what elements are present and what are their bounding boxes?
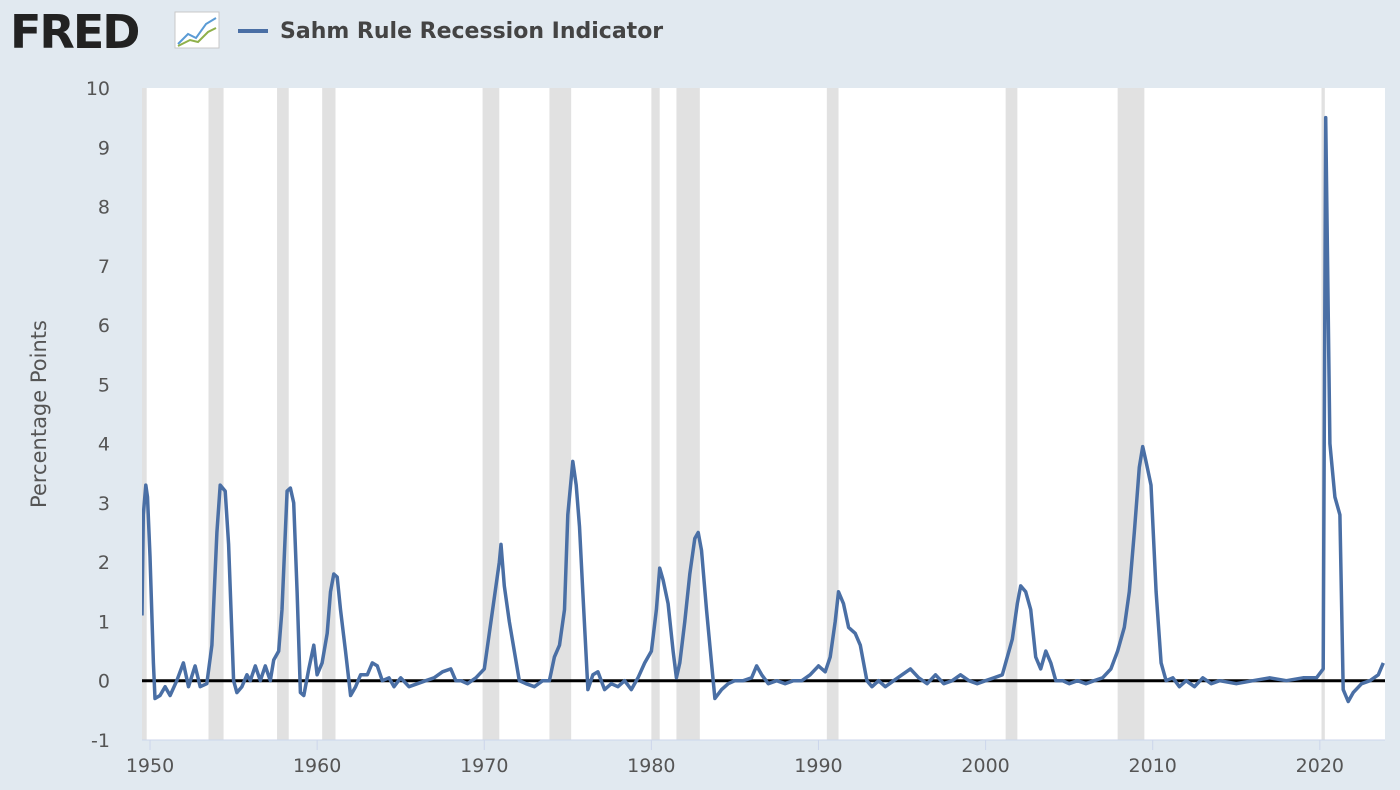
recession-band	[277, 88, 289, 740]
x-tick-label: 1960	[293, 755, 341, 777]
y-tick-label: 5	[98, 374, 110, 396]
y-tick-label: 10	[86, 78, 110, 100]
series-line	[142, 115, 1385, 704]
y-tick-label: -1	[91, 730, 110, 752]
logo-text: FRED	[10, 5, 138, 59]
y-tick-label: 0	[98, 671, 110, 693]
x-tick-label: 2020	[1296, 755, 1344, 777]
legend-label: Sahm Rule Recession Indicator	[280, 19, 663, 44]
x-tick-label: 1980	[627, 755, 675, 777]
y-axis-label: Percentage Points	[27, 320, 51, 508]
x-tick-label: 1950	[126, 755, 174, 777]
y-tick-label: 4	[98, 434, 110, 456]
recession-band	[482, 88, 500, 740]
recession-band	[826, 88, 839, 740]
y-tick-label: 6	[98, 315, 110, 337]
x-tick-label: 2000	[961, 755, 1009, 777]
y-tick-label: 3	[98, 493, 110, 515]
logo-icon-line	[177, 27, 217, 47]
x-tick-label: 1990	[794, 755, 842, 777]
y-tick-label: 2	[98, 552, 110, 574]
recession-band	[1005, 88, 1018, 740]
x-tick-label: 1970	[460, 755, 508, 777]
x-tick-label: 2010	[1129, 755, 1177, 777]
logo: FRED	[10, 5, 220, 59]
y-tick-label: 7	[98, 256, 110, 278]
recession-band	[676, 88, 700, 740]
plot-area	[142, 88, 1385, 740]
y-tick-label: 8	[98, 197, 110, 219]
y-tick-label: 9	[98, 137, 110, 159]
legend: Sahm Rule Recession Indicator	[238, 19, 663, 44]
recession-band	[142, 88, 147, 740]
y-tick-label: 1	[98, 611, 110, 633]
recession-band	[208, 88, 224, 740]
recession-band	[651, 88, 660, 740]
logo-icon-line	[177, 17, 217, 45]
